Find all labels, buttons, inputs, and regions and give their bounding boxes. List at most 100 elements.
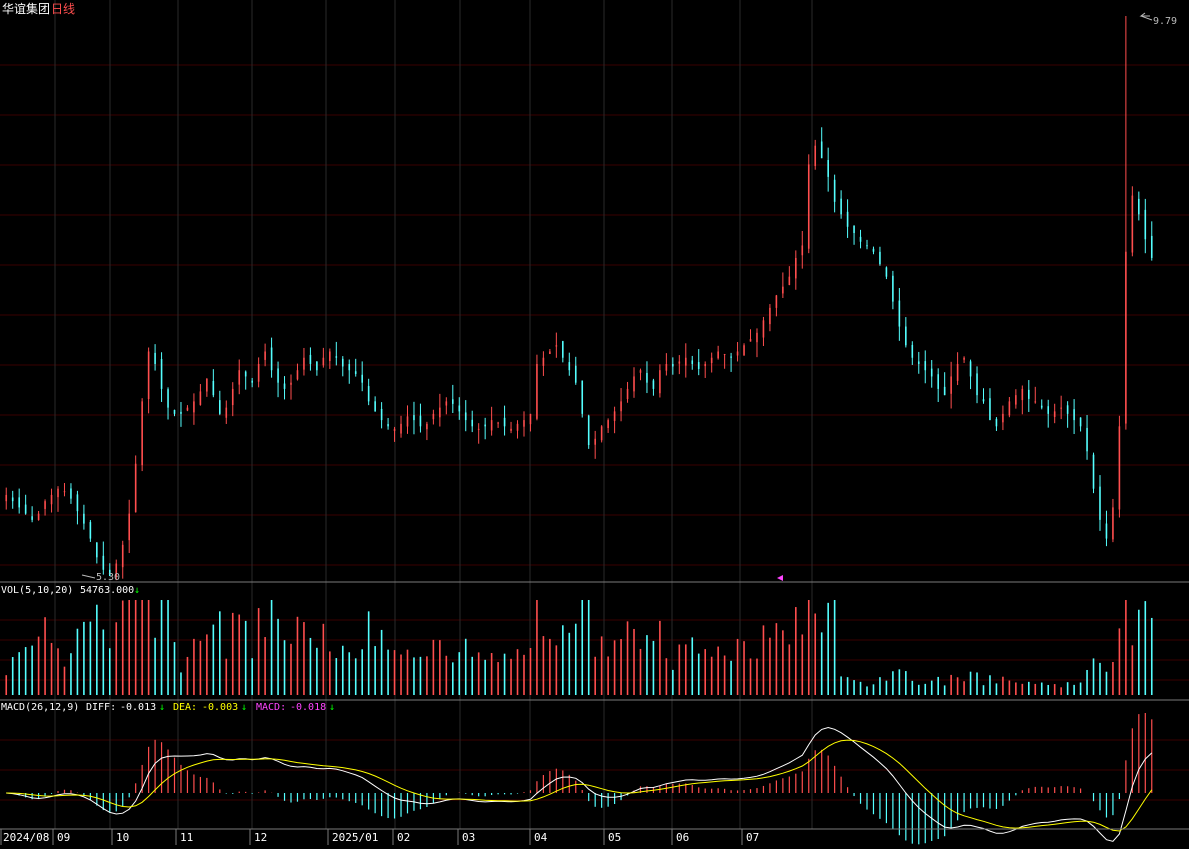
candle-body xyxy=(1079,417,1082,427)
volume-bar xyxy=(5,675,8,695)
volume-bar xyxy=(956,677,959,695)
candle-body xyxy=(659,370,661,394)
volume-bar xyxy=(44,617,46,695)
volume-bar xyxy=(1060,687,1062,695)
volume-bar xyxy=(879,677,881,695)
high-label: 9.79 xyxy=(1153,16,1177,27)
candle-body xyxy=(264,351,266,360)
volume-bar xyxy=(303,622,305,695)
volume-bar xyxy=(108,648,111,695)
volume-bar xyxy=(840,676,842,695)
candle-body xyxy=(231,388,234,406)
candle-body xyxy=(613,411,616,421)
candle-body xyxy=(134,463,137,513)
volume-bar xyxy=(251,658,253,695)
volume-bar xyxy=(872,684,875,695)
candle-body xyxy=(83,513,85,524)
volume-bar xyxy=(1086,669,1088,695)
candle-body xyxy=(879,251,881,265)
candle-body xyxy=(1125,251,1127,424)
volume-bar xyxy=(180,672,182,695)
candle-body xyxy=(490,420,493,431)
volume-bar xyxy=(982,685,985,695)
candle-body xyxy=(63,491,66,493)
diff-line xyxy=(6,726,1153,842)
candle-body xyxy=(976,373,978,396)
volume-bar xyxy=(672,669,674,695)
candle-body xyxy=(801,245,804,256)
candle-body xyxy=(795,257,797,279)
volume-bar xyxy=(471,656,474,695)
volume-bar xyxy=(885,680,888,695)
candle-body xyxy=(426,423,428,430)
candle-body xyxy=(296,370,299,380)
candle-body xyxy=(853,225,855,234)
volume-bar xyxy=(678,644,681,695)
candle-body xyxy=(510,428,512,431)
volume-bar xyxy=(924,683,927,695)
candle-body xyxy=(309,354,312,364)
candle-body xyxy=(730,356,732,358)
candle-body xyxy=(827,160,829,177)
volume-bar xyxy=(1040,682,1043,695)
volume-bar xyxy=(374,646,376,695)
volume-bar xyxy=(290,643,292,695)
candle-body xyxy=(484,424,486,427)
volume-bar xyxy=(594,656,596,695)
volume-bar xyxy=(70,653,72,695)
candle-body xyxy=(108,569,111,576)
candle-body xyxy=(361,374,363,383)
candle-body xyxy=(199,391,202,405)
volume-bar xyxy=(684,644,687,695)
volume-bar xyxy=(141,600,143,695)
x-tick-label: 12 xyxy=(254,831,267,844)
candle-body xyxy=(989,398,991,421)
candle-body xyxy=(96,542,98,558)
candle-body xyxy=(833,179,836,202)
volume-bar xyxy=(788,644,791,695)
volume-bar xyxy=(128,600,131,695)
candle-body xyxy=(11,497,14,502)
candle-body xyxy=(5,494,8,502)
volume-bar xyxy=(160,600,163,695)
candle-body xyxy=(102,555,105,570)
volume-bar xyxy=(659,620,661,695)
candle-body xyxy=(911,344,914,358)
volume-bar xyxy=(633,628,635,695)
candle-body xyxy=(782,286,784,294)
candle-body xyxy=(477,428,480,430)
candle-body xyxy=(917,361,920,364)
candle-body xyxy=(749,339,752,342)
candle-body xyxy=(943,386,946,396)
volume-bar xyxy=(587,600,590,695)
volume-bar xyxy=(555,645,558,695)
candle-body xyxy=(587,415,590,446)
volume-bar xyxy=(1099,662,1101,695)
candle-body xyxy=(937,374,939,389)
candle-body xyxy=(341,358,344,367)
x-tick-label: 09 xyxy=(57,831,70,844)
volume-bar xyxy=(212,624,215,695)
volume-bar xyxy=(639,648,642,695)
candle-body xyxy=(672,364,674,367)
candle-body xyxy=(963,357,965,360)
candle-body xyxy=(950,376,952,394)
volume-bar xyxy=(76,628,79,695)
candle-body xyxy=(574,365,577,383)
candle-body xyxy=(872,248,875,252)
macd-indicator-label: MACD(26,12,9) xyxy=(1,702,79,713)
candle-body xyxy=(562,341,564,358)
volume-bar xyxy=(1034,683,1037,695)
candle-body xyxy=(684,357,687,366)
volume-bar xyxy=(1002,676,1004,695)
volume-bar xyxy=(782,630,784,695)
candle-body xyxy=(50,494,53,505)
vol-indicator-label: VOL(5,10,20) xyxy=(1,585,73,596)
volume-bar xyxy=(348,652,351,695)
candle-body xyxy=(697,362,700,369)
candle-body xyxy=(238,370,241,385)
candle-body xyxy=(626,388,629,399)
volume-bar xyxy=(911,680,914,695)
candle-body xyxy=(141,401,143,466)
candle-body xyxy=(691,360,694,364)
